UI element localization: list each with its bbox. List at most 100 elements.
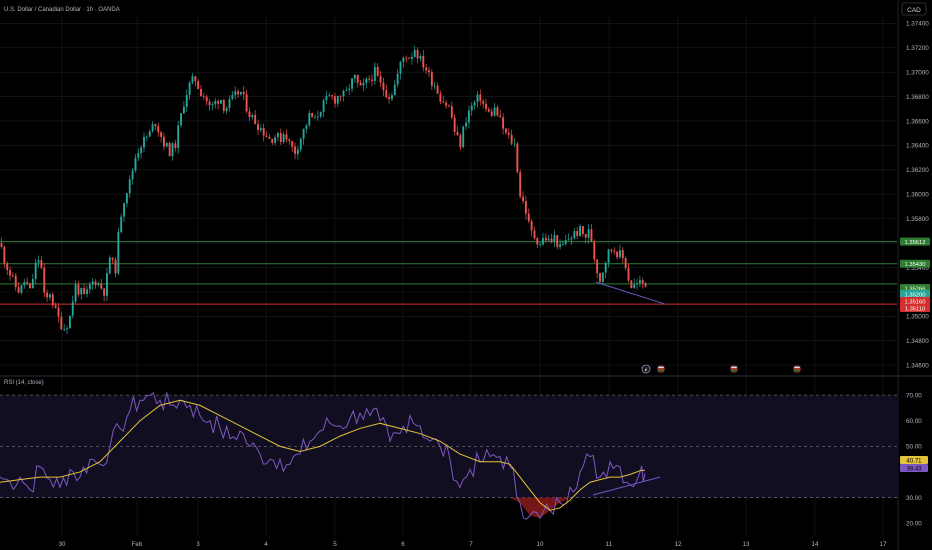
candle-body (60, 316, 63, 330)
candle-body (368, 78, 371, 80)
candle-body (163, 136, 165, 147)
candle-body (556, 235, 559, 247)
currency-badge[interactable]: CAD (901, 2, 927, 16)
candle-body (581, 226, 584, 234)
candle-body (234, 91, 237, 95)
horizontal-levels[interactable] (0, 241, 897, 305)
candle-body (94, 281, 97, 285)
candle-body (559, 244, 562, 247)
price-tag-bg (900, 297, 930, 305)
candle-body (616, 251, 619, 258)
rsi-trendline[interactable] (592, 476, 661, 496)
candle-body (459, 135, 462, 148)
level-tag-bg (900, 237, 930, 246)
trendlines[interactable] (595, 281, 666, 305)
candle-body (194, 76, 197, 82)
x-tick-label: 3 (196, 541, 200, 548)
candle-body (296, 149, 299, 154)
flag-stripe-icon (731, 366, 737, 369)
candle-body (160, 132, 163, 137)
x-tick-label: 4 (264, 541, 268, 548)
price-trendline[interactable] (595, 281, 666, 305)
flag-stripe-icon (658, 369, 664, 372)
candle-body (496, 107, 499, 116)
price-tag: 1.35110 (905, 306, 926, 312)
candle-body (200, 88, 202, 97)
candle-body (345, 89, 348, 91)
candle-body (237, 91, 239, 95)
candle-body (222, 99, 225, 111)
candle-body (285, 134, 288, 140)
candle-body (587, 229, 590, 238)
candle-body (544, 237, 547, 241)
candle-body (331, 95, 334, 97)
candle-body (29, 283, 31, 289)
candle-body (553, 235, 556, 243)
indicator-label[interactable]: RSI (14, close) (4, 380, 44, 386)
candle-body (339, 96, 342, 97)
candle-body (239, 91, 242, 95)
candle-body (507, 132, 510, 135)
candle-body (137, 153, 140, 158)
candle-body (576, 231, 579, 237)
candle-body (314, 116, 316, 118)
candle-body (433, 85, 436, 87)
candle-body (291, 141, 294, 147)
candle-body (63, 329, 66, 330)
level-tag-bg (900, 259, 930, 268)
rsi-series (0, 392, 661, 520)
candle-body (516, 143, 519, 173)
candle-body (416, 49, 419, 59)
candle-body (148, 131, 151, 137)
candle-body (117, 232, 120, 274)
candle-body (382, 82, 385, 91)
candle-body (485, 103, 487, 110)
candle-body (365, 78, 368, 83)
candle-body (462, 126, 465, 148)
symbol-title: U.S. Dollar / Canadian Dollar · 1h · OAN… (4, 7, 120, 13)
candle-body (88, 284, 91, 290)
event-markers[interactable] (641, 364, 802, 374)
candle-body (533, 230, 536, 239)
candle-body (268, 137, 271, 139)
candle-body (214, 101, 217, 105)
candle-body (624, 258, 627, 268)
candle-body (202, 96, 205, 97)
candle-body (393, 84, 396, 96)
candle-body (43, 267, 46, 293)
candle-body (154, 124, 157, 127)
x-tick-label: 12 (674, 541, 682, 548)
candle-body (465, 122, 467, 127)
candle-body (231, 94, 234, 99)
candle-body (405, 57, 408, 59)
candle-body (638, 280, 641, 284)
candle-body (371, 79, 373, 81)
price-tag-bg (900, 304, 930, 312)
candle-body (106, 273, 108, 296)
candle-body (448, 105, 450, 107)
candle-body (607, 249, 610, 263)
x-tick-label: 30 (58, 541, 66, 548)
candle-body (271, 138, 274, 143)
x-tick-label: Feb (132, 541, 143, 548)
rsi-value-tag-bg (900, 464, 928, 472)
candle-body (17, 287, 20, 293)
flag-stripe-icon (794, 368, 800, 370)
y-tick-label: 1.36800 (906, 94, 929, 101)
rsi-y-tick-label: 30.00 (906, 495, 922, 502)
rsi-value-tag: 40.71 (906, 458, 922, 464)
candle-body (143, 136, 145, 148)
candle-body (413, 49, 416, 57)
rsi-value-tag: 39.43 (906, 466, 922, 472)
candle-body (220, 99, 222, 104)
candle-body (165, 143, 168, 147)
candle-body (542, 237, 544, 245)
axes: 1.37400 1.37200 1.37000 1.36800 1.36600 1.364… (58, 21, 929, 548)
candle-body (185, 95, 188, 107)
candle-body (205, 96, 208, 102)
rsi-y-tick-label: 60.00 (906, 418, 922, 425)
candle-body (453, 117, 456, 132)
candle-body (259, 128, 262, 131)
